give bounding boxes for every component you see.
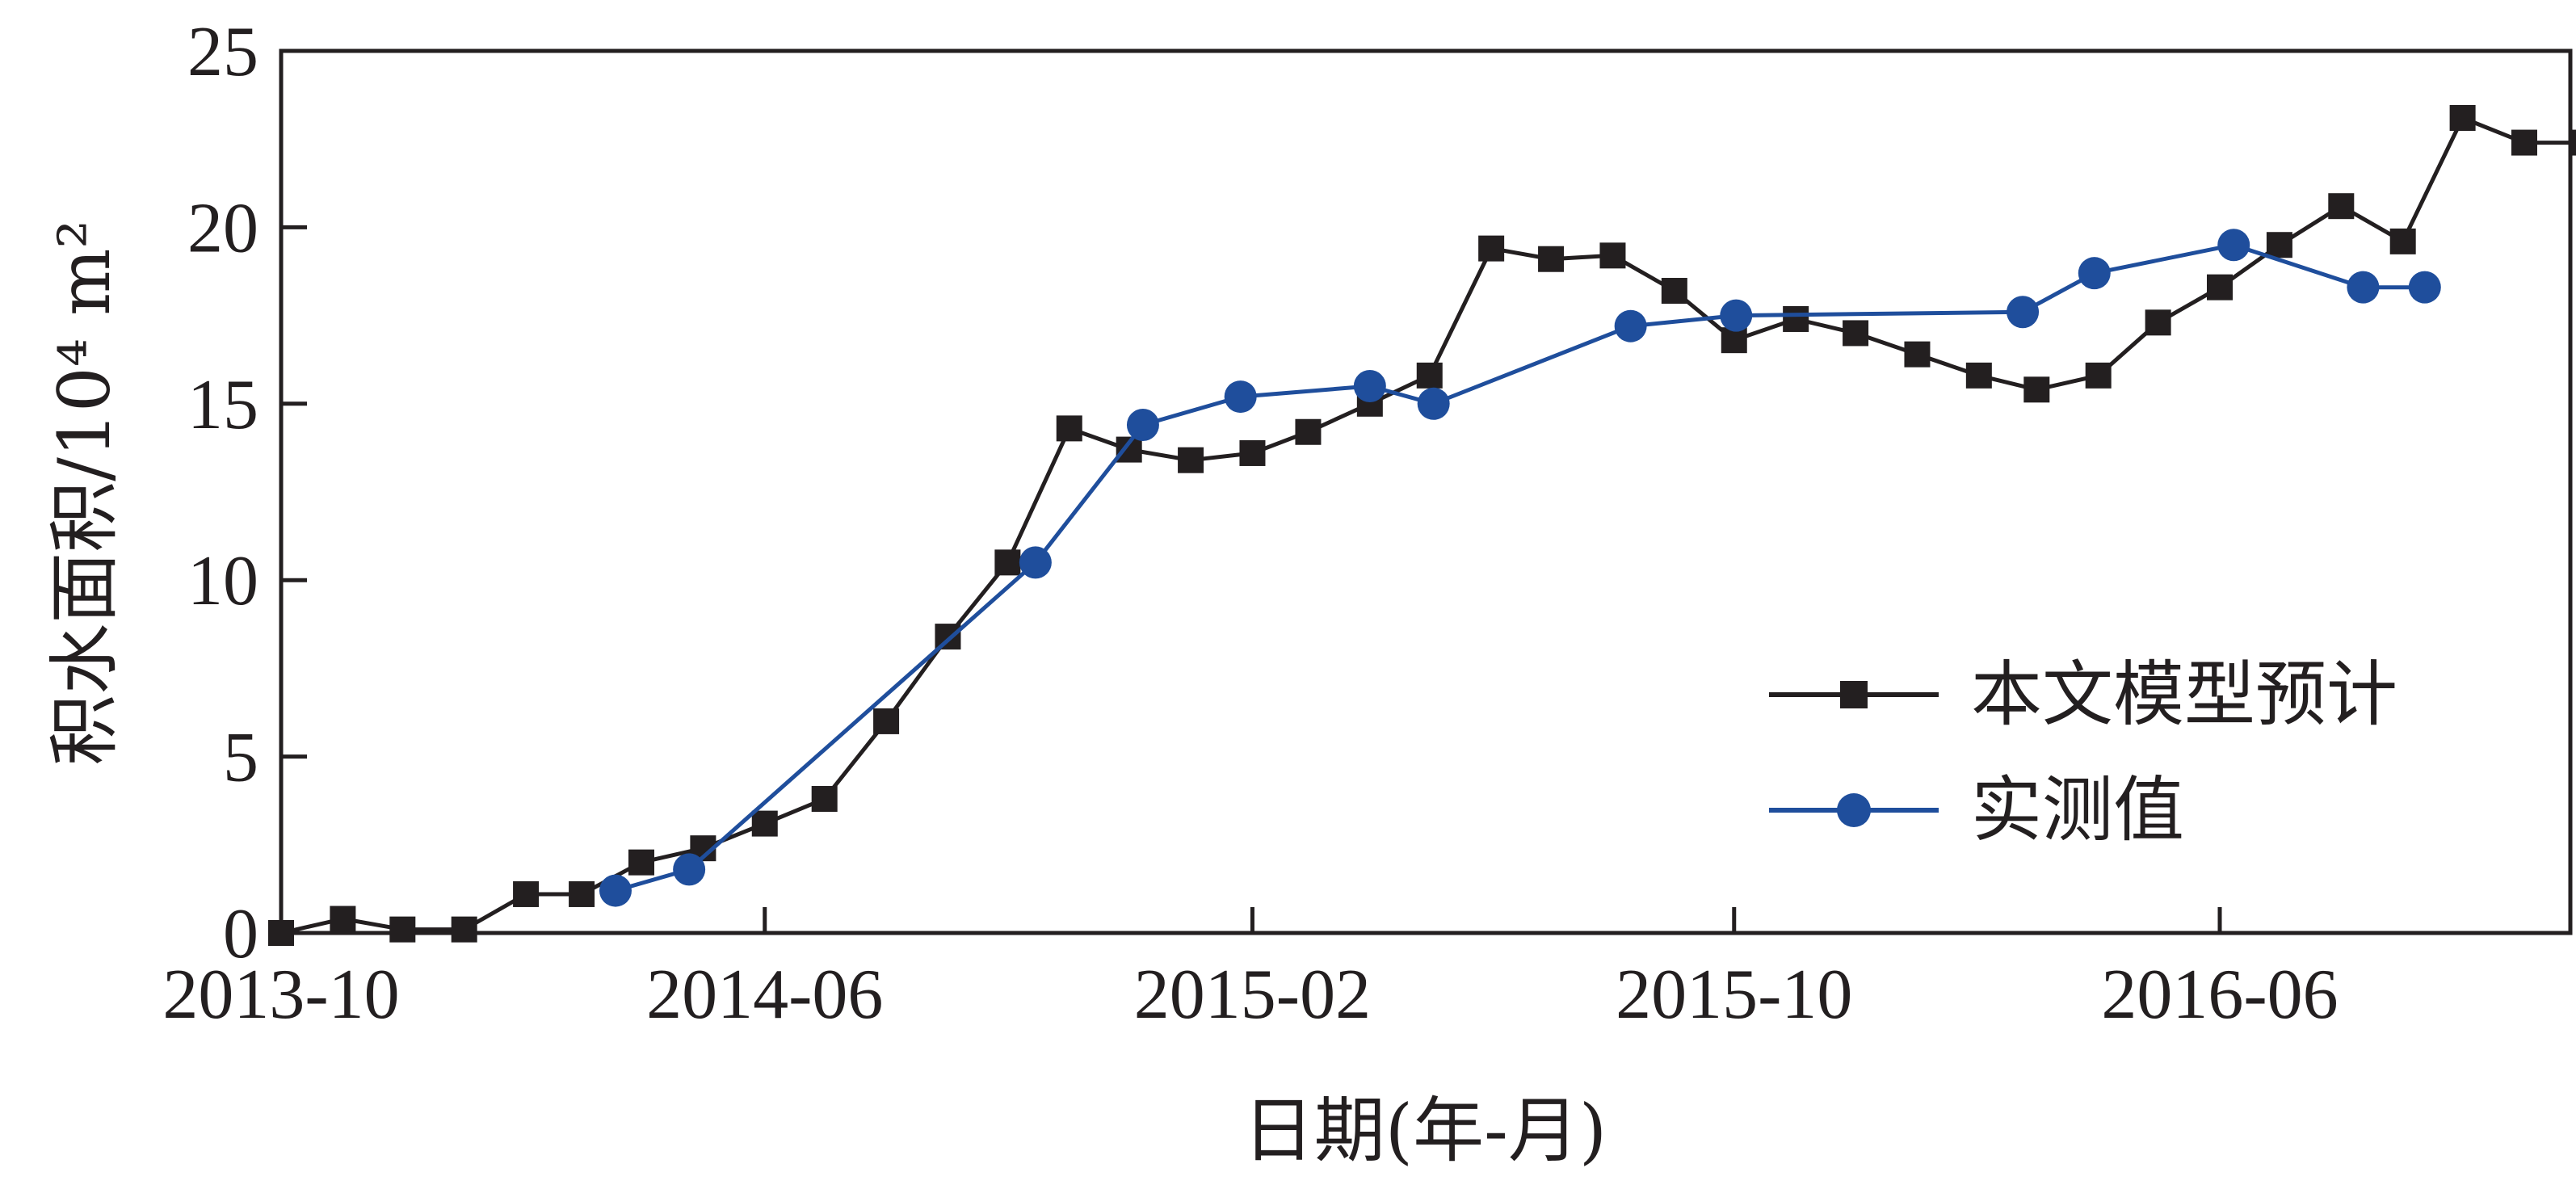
data-point-model xyxy=(1416,362,1443,389)
data-point-model xyxy=(1538,246,1565,272)
series-line-1 xyxy=(615,242,2425,893)
data-point-model xyxy=(389,916,416,943)
data-point-model xyxy=(1239,439,1266,466)
data-point-model xyxy=(2145,309,2171,336)
data-point-model xyxy=(1783,305,1809,332)
data-point-model xyxy=(994,549,1021,576)
data-point-measured xyxy=(1353,369,1386,402)
data-point-model xyxy=(1056,415,1082,442)
data-point-model xyxy=(1178,447,1204,473)
data-point-model xyxy=(1661,278,1687,305)
data-point-model xyxy=(1295,418,1322,445)
data-point-model xyxy=(751,810,778,837)
y-axis-ticks: 0 5 10 15 20 25 xyxy=(187,13,307,973)
data-point-measured xyxy=(1224,380,1257,414)
data-point-model xyxy=(1478,235,1505,262)
data-point-model xyxy=(2389,228,2416,254)
data-point-model xyxy=(2449,104,2476,131)
data-point-model xyxy=(2570,129,2576,156)
y-tick-label: 10 xyxy=(187,542,258,620)
y-tick-label: 25 xyxy=(187,13,258,91)
data-point-model xyxy=(569,880,595,907)
data-point-measured xyxy=(599,874,632,907)
data-point-measured xyxy=(2007,296,2040,329)
data-point-model xyxy=(873,708,900,734)
y-axis-title: 积水面积/10⁴ m² xyxy=(43,220,126,766)
data-point-model xyxy=(811,786,838,813)
data-point-model xyxy=(2023,376,2050,403)
data-point-model xyxy=(451,916,477,943)
plot-area-frame xyxy=(279,48,2573,935)
data-point-measured xyxy=(673,853,706,886)
x-axis-ticks: 2013-10 2014-06 2015-02 2015-10 2016-06 xyxy=(162,907,2339,1034)
data-point-model xyxy=(2328,193,2355,220)
data-point-measured xyxy=(2078,257,2111,290)
data-point-model xyxy=(330,906,356,932)
y-tick-label: 15 xyxy=(187,366,258,444)
x-tick-label: 2015-02 xyxy=(1134,956,1371,1034)
data-point-model xyxy=(1965,362,1992,389)
data-point-model xyxy=(1843,320,1869,347)
data-point-model xyxy=(2266,232,2292,258)
legend-marker-model xyxy=(1840,681,1868,708)
x-tick-label: 2014-06 xyxy=(646,956,883,1034)
data-point-model xyxy=(2511,129,2537,156)
legend-marker-measured xyxy=(1837,793,1871,827)
y-tick-label: 5 xyxy=(223,719,258,797)
data-point-model xyxy=(1904,341,1931,368)
x-axis-title: 日期(年-月) xyxy=(1243,1089,1607,1172)
x-tick-label: 2013-10 xyxy=(162,956,399,1034)
y-tick-label: 20 xyxy=(187,189,258,267)
data-point-model xyxy=(1721,327,1747,354)
y-tick-label: 0 xyxy=(223,895,258,973)
data-point-measured xyxy=(1614,309,1647,342)
data-point-measured xyxy=(1019,546,1052,579)
data-point-model xyxy=(2206,274,2233,300)
series-layer xyxy=(268,104,2576,946)
data-point-model xyxy=(1599,242,1626,269)
data-point-model xyxy=(628,849,654,876)
data-point-model xyxy=(2085,362,2112,389)
data-point-measured xyxy=(2408,271,2441,304)
x-tick-label: 2015-10 xyxy=(1616,956,1852,1034)
data-point-measured xyxy=(1720,299,1753,332)
legend: 本文模型预计 实测值 xyxy=(1769,653,2397,851)
data-point-model xyxy=(513,880,540,907)
data-point-measured xyxy=(1126,409,1159,442)
data-point-measured xyxy=(2347,271,2380,304)
x-tick-label: 2016-06 xyxy=(2101,956,2338,1034)
data-point-measured xyxy=(2217,229,2250,262)
data-point-model xyxy=(268,920,294,946)
data-point-measured xyxy=(1417,387,1450,420)
legend-label-measured: 实测值 xyxy=(1971,768,2184,851)
legend-label-model: 本文模型预计 xyxy=(1971,653,2397,736)
